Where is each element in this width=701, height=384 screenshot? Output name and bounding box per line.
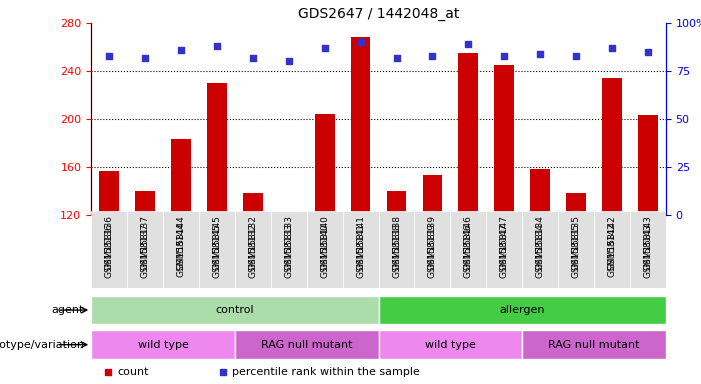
Text: GSM158146: GSM158146 — [464, 223, 473, 278]
Text: GSM158136: GSM158136 — [104, 215, 114, 270]
Text: GSM158147: GSM158147 — [500, 215, 509, 270]
Text: GSM158140: GSM158140 — [320, 215, 329, 270]
Text: agent: agent — [52, 305, 84, 315]
Point — [247, 55, 259, 61]
Text: GSM158134: GSM158134 — [536, 215, 545, 270]
FancyBboxPatch shape — [343, 211, 379, 288]
FancyBboxPatch shape — [414, 211, 450, 288]
FancyBboxPatch shape — [630, 211, 666, 288]
Point — [427, 53, 438, 59]
Point — [391, 55, 402, 61]
Text: GSM158141: GSM158141 — [356, 215, 365, 270]
Text: GSM158133: GSM158133 — [284, 223, 293, 278]
Text: GSM158138: GSM158138 — [392, 223, 401, 278]
Text: GSM158144: GSM158144 — [177, 215, 186, 270]
Point — [175, 47, 186, 53]
Text: RAG null mutant: RAG null mutant — [261, 339, 353, 350]
Text: RAG null mutant: RAG null mutant — [548, 339, 640, 350]
Text: GSM158143: GSM158143 — [644, 223, 653, 278]
FancyBboxPatch shape — [558, 211, 594, 288]
FancyBboxPatch shape — [235, 330, 379, 359]
FancyBboxPatch shape — [307, 211, 343, 288]
Text: count: count — [117, 367, 149, 377]
Point — [463, 41, 474, 47]
FancyBboxPatch shape — [594, 211, 630, 288]
Bar — [494, 65, 514, 215]
Bar — [531, 169, 550, 215]
Text: GSM158145: GSM158145 — [212, 215, 222, 270]
FancyBboxPatch shape — [163, 211, 199, 288]
Bar — [135, 191, 155, 215]
Text: percentile rank within the sample: percentile rank within the sample — [232, 367, 420, 377]
FancyBboxPatch shape — [199, 211, 235, 288]
Text: GSM158139: GSM158139 — [428, 215, 437, 270]
Text: GSM158147: GSM158147 — [500, 223, 509, 278]
Text: control: control — [215, 305, 254, 315]
Text: GSM158142: GSM158142 — [608, 215, 617, 270]
Point — [319, 45, 330, 51]
Text: GSM158134: GSM158134 — [536, 223, 545, 278]
FancyBboxPatch shape — [379, 296, 666, 324]
Bar — [171, 139, 191, 215]
Text: GSM158140: GSM158140 — [320, 223, 329, 278]
FancyBboxPatch shape — [522, 330, 666, 359]
Text: wild type: wild type — [137, 339, 189, 350]
Text: GSM158135: GSM158135 — [571, 215, 580, 270]
Point — [104, 53, 115, 59]
FancyBboxPatch shape — [379, 211, 414, 288]
Point — [498, 53, 510, 59]
Bar — [100, 170, 119, 215]
Bar — [458, 53, 478, 215]
Text: GSM158133: GSM158133 — [284, 215, 293, 270]
Text: GSM158136: GSM158136 — [104, 223, 114, 278]
Point — [642, 49, 653, 55]
FancyBboxPatch shape — [450, 211, 486, 288]
Point — [211, 43, 222, 49]
Text: GSM158146: GSM158146 — [464, 215, 473, 270]
FancyBboxPatch shape — [486, 211, 522, 288]
Bar — [638, 116, 658, 215]
Bar — [423, 175, 442, 215]
Bar — [602, 78, 622, 215]
Bar — [350, 37, 370, 215]
Bar — [315, 114, 334, 215]
Point — [283, 58, 294, 65]
FancyBboxPatch shape — [91, 296, 379, 324]
FancyBboxPatch shape — [91, 330, 235, 359]
Bar — [243, 194, 263, 215]
Text: GSM158145: GSM158145 — [212, 223, 222, 278]
Bar — [387, 191, 407, 215]
Text: GSM158132: GSM158132 — [248, 215, 257, 270]
Title: GDS2647 / 1442048_at: GDS2647 / 1442048_at — [298, 7, 459, 21]
Bar — [566, 194, 586, 215]
Bar — [279, 214, 299, 215]
Point — [571, 53, 582, 59]
Point — [530, 265, 541, 271]
Point — [355, 39, 366, 45]
Text: GSM158138: GSM158138 — [392, 215, 401, 270]
Text: GSM158144: GSM158144 — [177, 223, 186, 278]
Point — [535, 51, 546, 57]
Text: GSM158135: GSM158135 — [571, 223, 580, 278]
Text: allergen: allergen — [500, 305, 545, 315]
Text: GSM158141: GSM158141 — [356, 223, 365, 278]
Text: GSM158142: GSM158142 — [608, 223, 617, 278]
FancyBboxPatch shape — [271, 211, 307, 288]
Text: genotype/variation: genotype/variation — [0, 339, 84, 350]
Text: GSM158143: GSM158143 — [644, 215, 653, 270]
FancyBboxPatch shape — [91, 211, 127, 288]
Point — [606, 45, 618, 51]
FancyBboxPatch shape — [235, 211, 271, 288]
Text: GSM158139: GSM158139 — [428, 223, 437, 278]
Point — [139, 55, 151, 61]
Text: GSM158137: GSM158137 — [140, 215, 149, 270]
Text: GSM158132: GSM158132 — [248, 223, 257, 278]
Bar — [207, 83, 226, 215]
Text: wild type: wild type — [425, 339, 476, 350]
FancyBboxPatch shape — [379, 330, 522, 359]
FancyBboxPatch shape — [522, 211, 558, 288]
Text: GSM158137: GSM158137 — [140, 223, 149, 278]
FancyBboxPatch shape — [127, 211, 163, 288]
